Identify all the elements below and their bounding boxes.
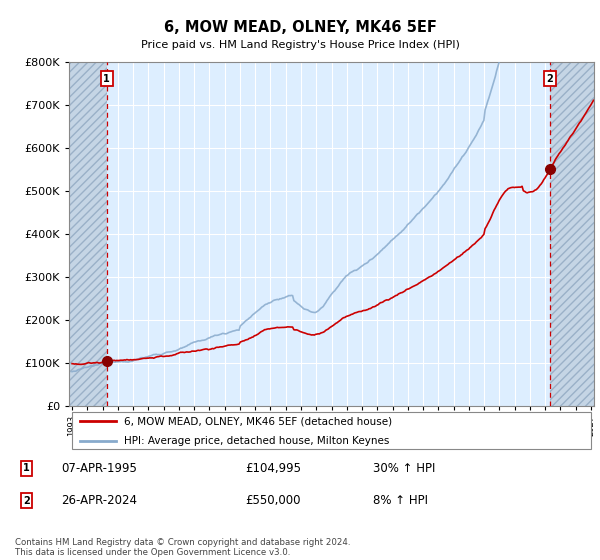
Text: 6, MOW MEAD, OLNEY, MK46 5EF (detached house): 6, MOW MEAD, OLNEY, MK46 5EF (detached h… bbox=[124, 417, 392, 426]
Text: 30% ↑ HPI: 30% ↑ HPI bbox=[373, 462, 435, 475]
Bar bbox=[550, 62, 594, 406]
Text: 2: 2 bbox=[23, 496, 30, 506]
Text: Price paid vs. HM Land Registry's House Price Index (HPI): Price paid vs. HM Land Registry's House … bbox=[140, 40, 460, 50]
Bar bbox=[69, 62, 107, 406]
Text: HPI: Average price, detached house, Milton Keynes: HPI: Average price, detached house, Milt… bbox=[124, 436, 389, 446]
Text: 1: 1 bbox=[103, 74, 110, 84]
Text: 8% ↑ HPI: 8% ↑ HPI bbox=[373, 494, 428, 507]
Text: 1: 1 bbox=[23, 463, 30, 473]
Text: 07-APR-1995: 07-APR-1995 bbox=[61, 462, 137, 475]
Text: 6, MOW MEAD, OLNEY, MK46 5EF: 6, MOW MEAD, OLNEY, MK46 5EF bbox=[164, 20, 436, 35]
Text: £104,995: £104,995 bbox=[245, 462, 301, 475]
Text: 2: 2 bbox=[547, 74, 553, 84]
Text: £550,000: £550,000 bbox=[245, 494, 301, 507]
Text: Contains HM Land Registry data © Crown copyright and database right 2024.
This d: Contains HM Land Registry data © Crown c… bbox=[15, 538, 350, 557]
FancyBboxPatch shape bbox=[71, 412, 592, 449]
Text: 26-APR-2024: 26-APR-2024 bbox=[61, 494, 137, 507]
